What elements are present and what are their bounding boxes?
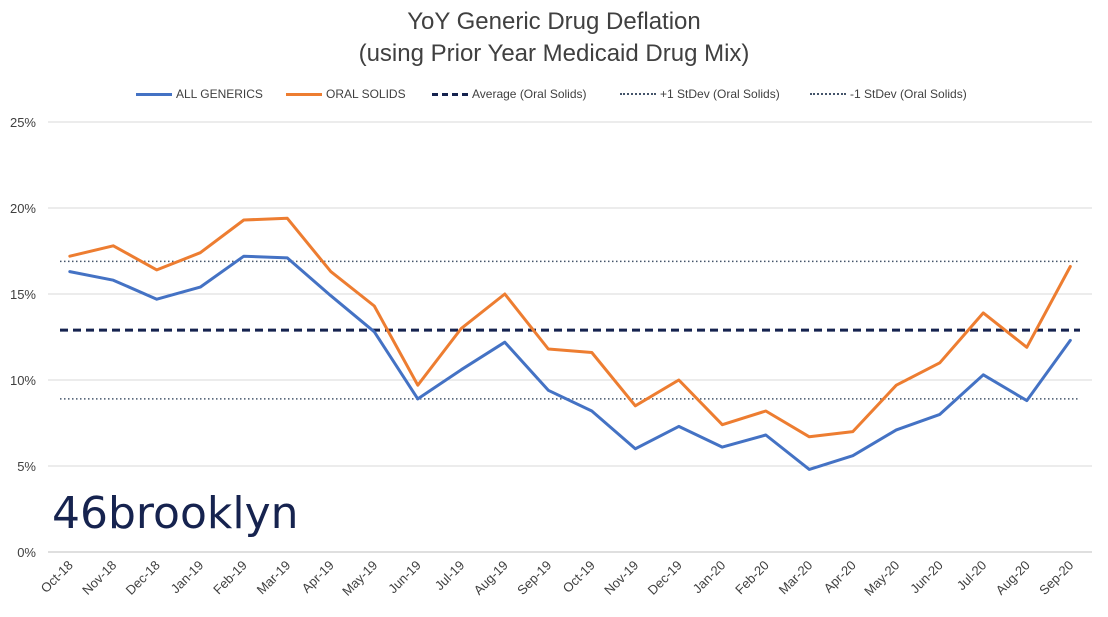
chart-title: YoY Generic Drug Deflation [407, 8, 701, 35]
legend-swatch-all-generics [136, 92, 172, 96]
y-tick-label: 15% [10, 287, 36, 302]
legend-label-average: Average (Oral Solids) [472, 87, 587, 101]
legend-label-oral-solids: ORAL SOLIDS [326, 87, 406, 101]
legend-swatch-oral-solids [286, 92, 322, 96]
x-tick-label: Dec-18 [123, 558, 163, 598]
legend-item-average: Average (Oral Solids) [432, 84, 587, 104]
y-tick-label: 25% [10, 115, 36, 130]
chart-subtitle: (using Prior Year Medicaid Drug Mix) [358, 40, 750, 67]
x-tick-label: Feb-19 [210, 558, 250, 598]
legend-item-plus-stdev: +1 StDev (Oral Solids) [620, 84, 780, 104]
series-line-0 [68, 254, 1072, 471]
legend-item-minus-stdev: -1 StDev (Oral Solids) [810, 84, 967, 104]
legend-item-oral-solids: ORAL SOLIDS [286, 84, 406, 104]
x-tick-label: Jun-19 [385, 558, 424, 597]
x-tick-label: Apr-20 [821, 558, 859, 596]
x-tick-label: Jan-19 [168, 558, 207, 597]
x-tick-label: Aug-19 [471, 558, 511, 598]
gridlines [48, 121, 1092, 553]
legend-swatch-plus-stdev [620, 93, 656, 95]
x-tick-label: Mar-19 [254, 558, 294, 598]
x-tick-label: Aug-20 [993, 558, 1033, 598]
x-tick-label: Jan-20 [690, 558, 729, 597]
legend: ALL GENERICS ORAL SOLIDS Average (Oral S… [0, 84, 1108, 104]
legend-label-minus-stdev: -1 StDev (Oral Solids) [850, 87, 967, 101]
x-tick-label: Sep-20 [1036, 558, 1076, 598]
legend-label-plus-stdev: +1 StDev (Oral Solids) [660, 87, 780, 101]
x-tick-label: Nov-19 [601, 558, 641, 598]
x-axis-tick-labels: Oct-18 Nov-18 Dec-18 Jan-19 Feb-19 Mar-19 Apr-… [38, 558, 1077, 599]
series-line-1 [68, 216, 1072, 439]
x-tick-label: Mar-20 [776, 558, 816, 598]
x-tick-label: Nov-18 [79, 558, 119, 598]
legend-item-all-generics: ALL GENERICS [136, 84, 263, 104]
x-tick-label: Jul-19 [432, 558, 468, 594]
x-tick-label: Oct-19 [560, 558, 598, 596]
legend-label-all-generics: ALL GENERICS [176, 87, 263, 101]
reference-lines [60, 260, 1080, 400]
x-tick-label: Sep-19 [514, 558, 554, 598]
legend-swatch-average [432, 92, 468, 96]
x-tick-label: May-20 [861, 558, 902, 599]
x-tick-label: Jun-20 [907, 558, 946, 597]
brand-logo: 46brooklyn [52, 488, 299, 539]
y-tick-label: 0% [17, 545, 36, 560]
y-tick-label: 10% [10, 373, 36, 388]
x-tick-label: Dec-19 [645, 558, 685, 598]
x-tick-label: Feb-20 [732, 558, 772, 598]
x-tick-label: Jul-20 [954, 558, 990, 594]
y-axis-tick-labels: 0% 5% 10% 15% 20% 25% [10, 115, 36, 560]
y-tick-label: 20% [10, 201, 36, 216]
x-tick-label: Apr-19 [299, 558, 337, 596]
legend-swatch-minus-stdev [810, 93, 846, 95]
x-tick-label: Oct-18 [38, 558, 76, 596]
x-tick-label: May-19 [339, 558, 380, 599]
y-tick-label: 5% [17, 459, 36, 474]
series-lines [68, 216, 1072, 471]
